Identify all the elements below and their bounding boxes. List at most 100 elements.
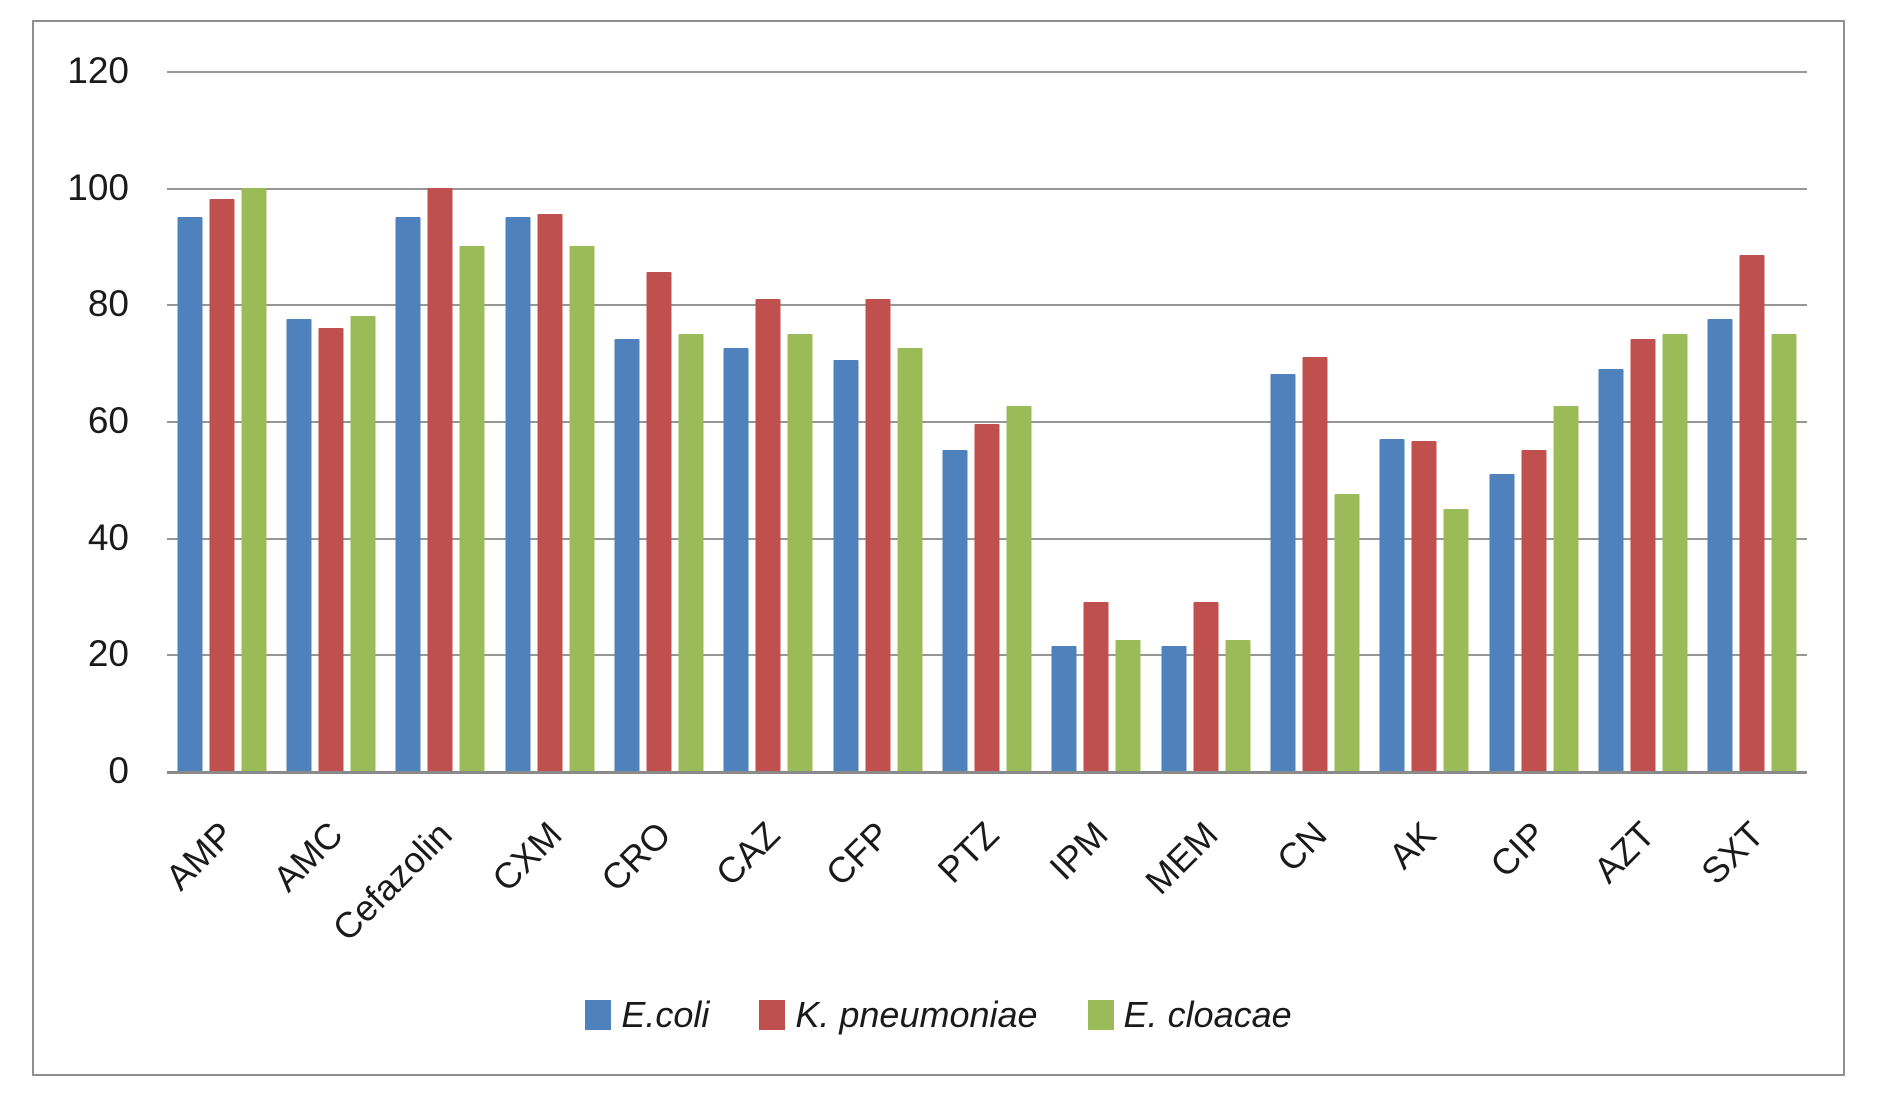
bar (1083, 601, 1109, 771)
bars-row (833, 71, 923, 771)
bar (787, 333, 813, 771)
bars-row (395, 71, 485, 771)
bar-group (823, 71, 932, 771)
legend: E.coli K. pneumoniae E. cloacae (34, 994, 1843, 1036)
bar (1193, 601, 1219, 771)
bar-group (167, 71, 276, 771)
y-axis-label: 100 (67, 166, 129, 208)
x-axis-label: AMP (157, 813, 242, 898)
x-axis-label: CXM (483, 813, 570, 900)
x-axis-label: AK (1380, 813, 1444, 877)
y-axis-label: 0 (108, 750, 129, 791)
legend-item: K. pneumoniae (759, 994, 1038, 1036)
bar (755, 298, 781, 771)
bar (459, 246, 485, 771)
legend-swatch-icon (759, 1000, 786, 1030)
bar-group (495, 71, 604, 771)
bar (1411, 441, 1437, 771)
bar (646, 272, 672, 771)
y-axis-label: 40 (87, 516, 129, 558)
bar (897, 348, 923, 771)
bar (1115, 639, 1141, 771)
gridline (167, 71, 1807, 73)
legend-item: E.coli (585, 994, 709, 1036)
bar (1739, 254, 1765, 771)
bar-group (1479, 71, 1588, 771)
bar (942, 450, 968, 771)
y-axis-label: 80 (87, 283, 129, 325)
x-axis-label: AZT (1585, 813, 1663, 891)
bar-group (714, 71, 823, 771)
bar (1302, 356, 1328, 771)
bar (350, 316, 376, 771)
x-axis-label: IPM (1041, 813, 1116, 888)
bar (1379, 438, 1405, 771)
bar (614, 339, 640, 771)
bar-group (1151, 71, 1260, 771)
x-axis-label: CN (1268, 813, 1335, 880)
bar (569, 246, 595, 771)
bar (505, 216, 531, 771)
bar (1161, 645, 1187, 771)
bar (209, 199, 235, 771)
bar (427, 187, 453, 771)
bars-row (614, 71, 704, 771)
y-axis-label: 120 (67, 50, 129, 91)
bar (537, 213, 563, 771)
bars-row (1707, 71, 1797, 771)
bar (177, 216, 203, 771)
bar (1630, 339, 1656, 771)
bar (974, 423, 1000, 771)
bar (1521, 450, 1547, 771)
bar (1771, 333, 1797, 771)
bars-row (1161, 71, 1251, 771)
bar (1051, 645, 1077, 771)
bar (395, 216, 421, 771)
bars-row (1598, 71, 1688, 771)
x-axis-label: CIP (1481, 813, 1554, 886)
bar (1662, 333, 1688, 771)
x-axis-label: Cefazolin (324, 813, 460, 949)
bar-group (1370, 71, 1479, 771)
bar-group (932, 71, 1041, 771)
legend-swatch-icon (1087, 1000, 1114, 1030)
bar (318, 327, 344, 771)
bar (678, 333, 704, 771)
x-axis-label: MEM (1136, 813, 1226, 902)
bar (1270, 374, 1296, 771)
plot-area (167, 71, 1807, 774)
x-axis-label: CFP (817, 813, 898, 894)
legend-label: K. pneumoniae (795, 994, 1038, 1035)
x-axis-label: PTZ (929, 813, 1007, 891)
bar (1006, 406, 1032, 771)
bars-row (1489, 71, 1579, 771)
gridline (167, 304, 1807, 307)
x-axis-label: CRO (593, 813, 679, 900)
bar (286, 318, 312, 771)
x-axis-line (167, 771, 1807, 774)
bar (1334, 493, 1360, 771)
legend-label: E. cloacae (1123, 994, 1292, 1035)
bars-row (1051, 71, 1141, 771)
bar-group (386, 71, 495, 771)
bar (241, 187, 267, 771)
bar-group (276, 71, 385, 771)
bars-row (723, 71, 813, 771)
legend-item: E. cloacae (1087, 994, 1292, 1036)
bar-group (604, 71, 713, 771)
bar-group (1042, 71, 1151, 771)
bars-row (1270, 71, 1360, 771)
legend-label: E.coli (621, 994, 710, 1035)
bar (1553, 406, 1579, 771)
legend-swatch-icon (585, 1000, 612, 1030)
bar-group (1588, 71, 1697, 771)
y-axis-label: 20 (87, 633, 129, 675)
x-axis-label: AMC (265, 813, 351, 900)
gridline (167, 421, 1807, 423)
gridline (167, 187, 1807, 190)
bars-row (942, 71, 1032, 771)
bar (1443, 508, 1469, 771)
bar (1489, 473, 1515, 771)
bars-row (1379, 71, 1469, 771)
bar (1225, 639, 1251, 771)
